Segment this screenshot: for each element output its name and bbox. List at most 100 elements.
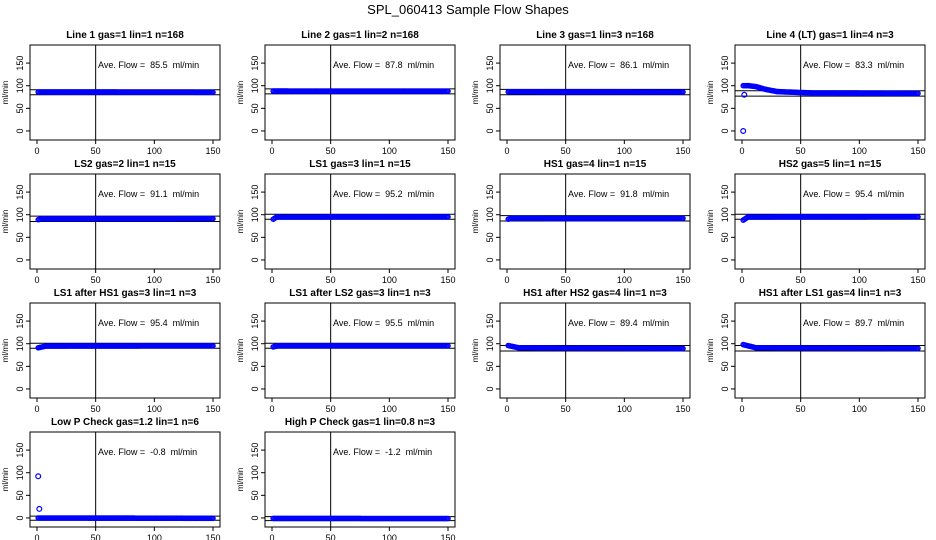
x-tick-label: 50	[91, 533, 101, 540]
panel-5: LS2 gas=2 lin=1 n=15 ml/min 0 50 100 150 0 50 10…	[1, 159, 221, 285]
x-tick-label: 100	[382, 146, 397, 156]
x-tick-label: 100	[382, 275, 397, 285]
x-tick-label: 50	[91, 404, 101, 414]
data-point	[445, 214, 451, 220]
data-series	[740, 341, 921, 352]
plot-frame	[29, 302, 221, 399]
x-tick-label: 50	[326, 146, 336, 156]
y-axis-label: ml/min	[471, 210, 480, 234]
x-tick-label: 150	[205, 275, 220, 285]
panel-7: HS1 gas=4 lin=1 n=15 ml/min 0 50 100 150 0 50 10…	[471, 159, 691, 285]
data-point-outlier	[35, 473, 42, 480]
average-flow-annotation: Ave. Flow = 87.8 ml/min	[333, 60, 434, 70]
x-tick-label: 50	[91, 275, 101, 285]
plot-frame	[734, 44, 926, 141]
y-tick-label: 0	[15, 257, 25, 262]
x-tick-label: 0	[739, 275, 744, 285]
average-flow-annotation: Ave. Flow = 95.5 ml/min	[333, 318, 434, 328]
panel-title: Line 2 gas=1 lin=2 n=168	[301, 30, 419, 41]
panel-title: LS2 gas=2 lin=1 n=15	[74, 159, 176, 170]
y-tick-label: 150	[485, 314, 495, 329]
y-tick-label: 50	[15, 361, 25, 371]
panel-12: HS1 after LS1 gas=4 lin=1 n=3 ml/min 0 50 10…	[706, 288, 926, 414]
y-axis-label: ml/min	[706, 81, 715, 105]
plot-frame	[734, 173, 926, 270]
data-point-outlier	[740, 128, 747, 135]
y-tick-label: 150	[485, 185, 495, 200]
data-point	[915, 345, 921, 352]
data-point	[210, 89, 216, 96]
average-flow-annotation: Ave. Flow = -0.8 ml/min	[98, 447, 197, 457]
data-point	[445, 88, 451, 95]
panel-title: LS1 after LS2 gas=3 lin=1 n=3	[289, 288, 431, 299]
panel-13: Low P Check gas=1.2 lin=1 n=6 ml/min 0 50 10…	[1, 417, 221, 540]
data-point	[680, 215, 686, 222]
data-series	[505, 342, 686, 352]
y-tick-label: 0	[250, 257, 260, 262]
x-tick-label: 50	[561, 275, 571, 285]
y-tick-label: 50	[720, 361, 730, 371]
x-tick-label: 100	[382, 404, 397, 414]
x-tick-label: 100	[852, 404, 867, 414]
x-tick-label: 0	[34, 404, 39, 414]
panel-title: Low P Check gas=1.2 lin=1 n=6	[51, 417, 199, 428]
data-point	[445, 515, 451, 522]
y-tick-label: 150	[15, 314, 25, 329]
x-tick-label: 50	[796, 146, 806, 156]
panel-11: HS1 after HS2 gas=4 lin=1 n=3 ml/min 0 50 10…	[471, 288, 691, 414]
y-tick-label: 100	[485, 336, 495, 351]
y-axis-label: ml/min	[1, 468, 10, 492]
plot-frame	[29, 44, 221, 141]
x-tick-label: 150	[675, 146, 690, 156]
panel-title: HS1 after LS1 gas=4 lin=1 n=3	[759, 288, 902, 299]
x-tick-label: 150	[440, 404, 455, 414]
panel-title: LS1 after HS1 gas=3 lin=1 n=3	[54, 288, 197, 299]
plot-frame	[29, 431, 221, 528]
y-tick-label: 150	[250, 185, 260, 200]
x-tick-label: 100	[147, 275, 162, 285]
x-tick-label: 150	[675, 275, 690, 285]
y-tick-label: 50	[15, 490, 25, 500]
data-series	[35, 342, 216, 351]
x-tick-label: 50	[796, 404, 806, 414]
data-series	[740, 214, 921, 223]
panel-title: HS1 gas=4 lin=1 n=15	[544, 159, 647, 170]
data-series	[270, 342, 451, 350]
y-tick-label: 100	[15, 465, 25, 480]
y-tick-label: 50	[250, 103, 260, 113]
panel-title: Line 1 gas=1 lin=1 n=168	[66, 30, 184, 41]
y-tick-label: 100	[720, 207, 730, 222]
x-tick-label: 0	[269, 404, 274, 414]
data-series	[740, 82, 921, 135]
y-tick-label: 0	[720, 257, 730, 262]
x-tick-label: 100	[852, 275, 867, 285]
y-tick-label: 150	[250, 56, 260, 71]
x-tick-label: 150	[440, 533, 455, 540]
y-tick-label: 100	[720, 78, 730, 93]
x-tick-label: 0	[269, 146, 274, 156]
x-tick-label: 0	[34, 275, 39, 285]
x-tick-label: 100	[617, 146, 632, 156]
data-series	[270, 88, 451, 95]
y-axis-label: ml/min	[236, 468, 245, 492]
panel-6: LS1 gas=3 lin=1 n=15 ml/min 0 50 100 150 0 50 10…	[236, 159, 456, 285]
x-tick-label: 50	[326, 404, 336, 414]
panel-title: Line 4 (LT) gas=1 lin=4 n=3	[766, 30, 894, 41]
y-tick-label: 150	[250, 314, 260, 329]
x-tick-label: 0	[34, 533, 39, 540]
x-tick-label: 100	[617, 275, 632, 285]
y-tick-label: 150	[15, 56, 25, 71]
x-tick-label: 0	[34, 146, 39, 156]
x-tick-label: 0	[504, 275, 509, 285]
y-tick-label: 150	[15, 185, 25, 200]
average-flow-annotation: Ave. Flow = 91.1 ml/min	[98, 189, 199, 199]
x-tick-label: 0	[504, 146, 509, 156]
average-flow-annotation: Ave. Flow = 95.4 ml/min	[803, 189, 904, 199]
plot-frame	[264, 44, 456, 141]
panel-10: LS1 after LS2 gas=3 lin=1 n=3 ml/min 0 50 10…	[236, 288, 456, 414]
x-tick-label: 150	[910, 146, 925, 156]
data-point	[680, 345, 686, 352]
data-series	[35, 473, 216, 522]
average-flow-annotation: Ave. Flow = 89.7 ml/min	[803, 318, 904, 328]
